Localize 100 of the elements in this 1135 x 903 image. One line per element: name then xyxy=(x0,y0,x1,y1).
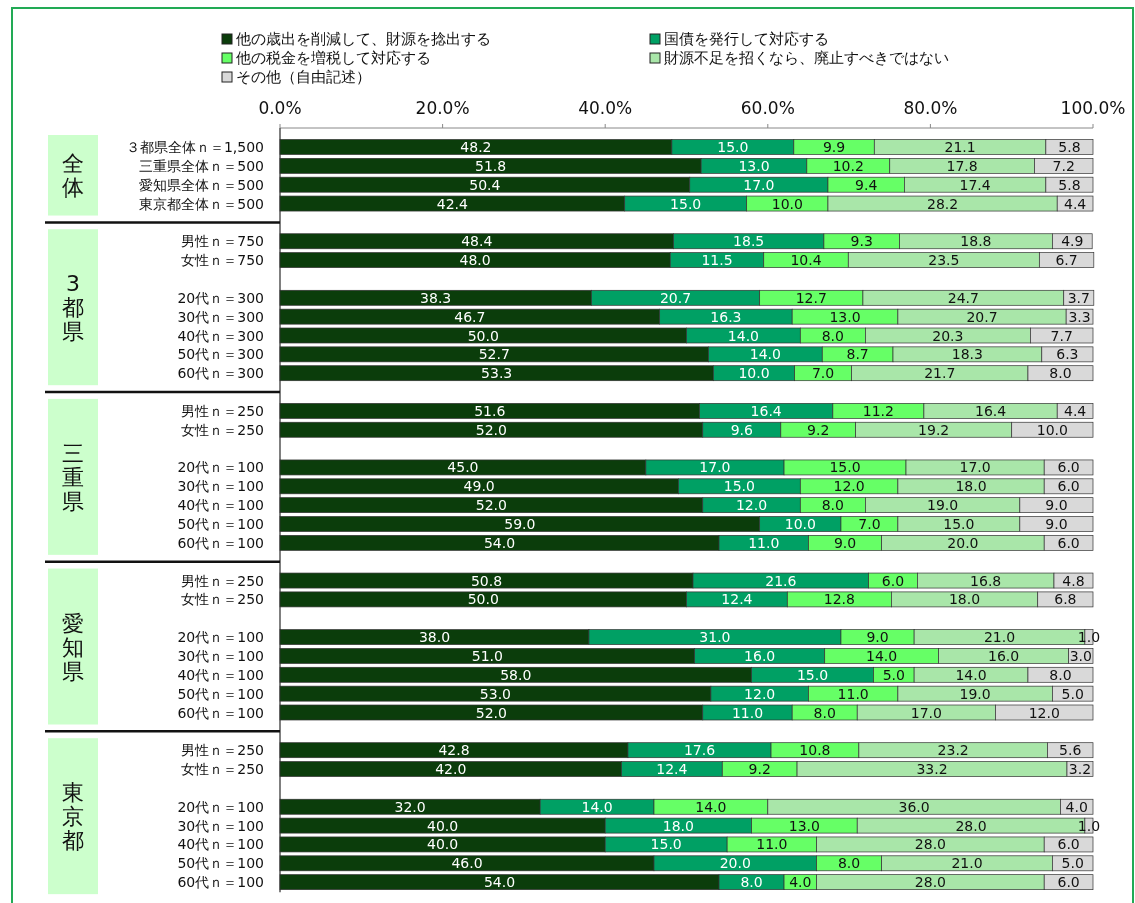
y-tick-label: 愛知県全体ｎ＝500 xyxy=(139,176,264,193)
data-label: 20.0 xyxy=(947,534,979,551)
data-label: 15.0 xyxy=(670,195,702,212)
y-tick-label: 40代ｎ＝100 xyxy=(177,666,264,683)
data-label: 15.0 xyxy=(829,459,861,476)
data-label: 8.0 xyxy=(740,874,763,891)
data-label: 5.0 xyxy=(882,666,905,683)
data-label: 16.3 xyxy=(710,308,742,325)
group-label: 三重県 xyxy=(48,398,98,555)
y-tick-label: 男性ｎ＝250 xyxy=(181,572,264,589)
data-label: 8.7 xyxy=(846,346,869,363)
data-label: 12.0 xyxy=(1028,704,1060,721)
data-label: 23.5 xyxy=(928,252,960,269)
data-label: 48.4 xyxy=(461,233,493,250)
data-label: 13.0 xyxy=(788,817,820,834)
data-label: 5.6 xyxy=(1059,742,1082,759)
data-label: 20.7 xyxy=(966,308,998,325)
data-label: 40.0 xyxy=(427,836,459,853)
data-label: 28.0 xyxy=(914,836,946,853)
data-label: 17.0 xyxy=(743,176,775,193)
data-label: 10.0 xyxy=(784,516,816,532)
data-label: 40.0 xyxy=(427,817,459,834)
legend-label: 他の歳出を削減して、財源を捻出する xyxy=(236,30,491,48)
data-label: 36.0 xyxy=(898,798,930,815)
data-label: 50.0 xyxy=(467,327,499,344)
data-label: 6.8 xyxy=(1054,591,1077,608)
data-label: 51.8 xyxy=(474,157,507,174)
data-label: 48.2 xyxy=(460,139,492,155)
data-label: 17.4 xyxy=(959,176,991,193)
y-tick-label: 男性ｎ＝750 xyxy=(181,233,264,250)
data-label: 9.3 xyxy=(850,233,873,250)
data-label: 10.0 xyxy=(738,365,770,382)
data-label: 19.0 xyxy=(959,685,991,702)
y-tick-label: 30代ｎ＝100 xyxy=(177,478,264,495)
data-label: 10.2 xyxy=(832,157,864,174)
data-label: 3.7 xyxy=(1067,289,1090,306)
data-label: 15.0 xyxy=(723,478,755,495)
data-label: 4.8 xyxy=(1062,572,1085,589)
data-label: 3.3 xyxy=(1068,308,1091,325)
data-label: 21.0 xyxy=(951,855,983,872)
data-label: 15.0 xyxy=(943,516,975,532)
data-label: 17.8 xyxy=(946,157,978,174)
data-label: 46.7 xyxy=(454,308,486,325)
data-label: 45.0 xyxy=(447,459,479,476)
data-label: 52.0 xyxy=(475,497,507,514)
data-label: 28.0 xyxy=(955,817,987,834)
data-label: 18.0 xyxy=(662,817,694,834)
data-label: 38.3 xyxy=(420,289,452,306)
data-label: 28.0 xyxy=(914,874,946,891)
legend-label: その他（自由記述） xyxy=(236,68,371,86)
data-label: 48.0 xyxy=(459,252,491,269)
data-label: 9.0 xyxy=(1045,516,1068,532)
data-label: 14.0 xyxy=(866,647,898,664)
x-tick-label: 80.0% xyxy=(903,98,958,118)
data-label: 21.7 xyxy=(924,365,956,382)
legend-label: 国債を発行して対応する xyxy=(664,30,829,48)
data-label: 51.0 xyxy=(471,647,503,664)
data-label: 5.0 xyxy=(1061,855,1084,872)
data-label: 7.2 xyxy=(1052,157,1075,174)
x-tick-label: 60.0% xyxy=(740,98,795,118)
data-label: 17.0 xyxy=(699,459,731,476)
data-label: 8.0 xyxy=(813,704,836,721)
data-label: 21.6 xyxy=(765,572,797,589)
data-label: 11.0 xyxy=(731,704,764,721)
data-label: 16.4 xyxy=(750,402,782,419)
y-tick-label: 東京都全体ｎ＝500 xyxy=(139,195,264,212)
data-label: 15.0 xyxy=(796,666,829,683)
data-label: 12.0 xyxy=(833,478,865,495)
y-tick-label: 60代ｎ＝100 xyxy=(177,874,264,891)
data-label: 42.8 xyxy=(438,742,470,759)
data-label: 6.0 xyxy=(1057,874,1080,891)
y-tick-label: 20代ｎ＝100 xyxy=(177,798,264,815)
data-label: 12.7 xyxy=(795,289,827,306)
data-label: 14.0 xyxy=(581,798,613,815)
data-label: 13.0 xyxy=(738,157,770,174)
data-label: 11.0 xyxy=(837,685,869,702)
y-tick-label: 30代ｎ＝100 xyxy=(177,817,264,834)
data-label: 50.4 xyxy=(469,176,501,193)
data-label: 42.0 xyxy=(435,761,467,778)
legend-label: 他の税金を増税して対応する xyxy=(236,49,431,67)
data-label: 5.8 xyxy=(1058,176,1081,193)
y-tick-label: 20代ｎ＝300 xyxy=(177,289,264,306)
data-label: 53.3 xyxy=(481,365,513,382)
data-label: 59.0 xyxy=(504,516,536,532)
data-label: 50.8 xyxy=(470,572,503,589)
data-label: 15.0 xyxy=(717,139,749,155)
data-label: 9.2 xyxy=(807,421,830,438)
data-label: 14.0 xyxy=(749,346,781,363)
data-label: 7.0 xyxy=(858,516,881,532)
data-label: 9.9 xyxy=(822,139,846,155)
data-label: 6.0 xyxy=(1057,534,1080,551)
data-label: 17.6 xyxy=(683,742,716,759)
data-label: 18.8 xyxy=(960,233,992,250)
data-label: 52.7 xyxy=(478,346,510,363)
data-label: 4.4 xyxy=(1063,402,1087,419)
data-label: 18.3 xyxy=(951,346,983,363)
data-label: 8.0 xyxy=(821,497,844,514)
y-tick-label: 30代ｎ＝300 xyxy=(177,308,264,325)
data-label: 7.7 xyxy=(1050,327,1073,344)
y-tick-label: 60代ｎ＝100 xyxy=(177,534,264,551)
